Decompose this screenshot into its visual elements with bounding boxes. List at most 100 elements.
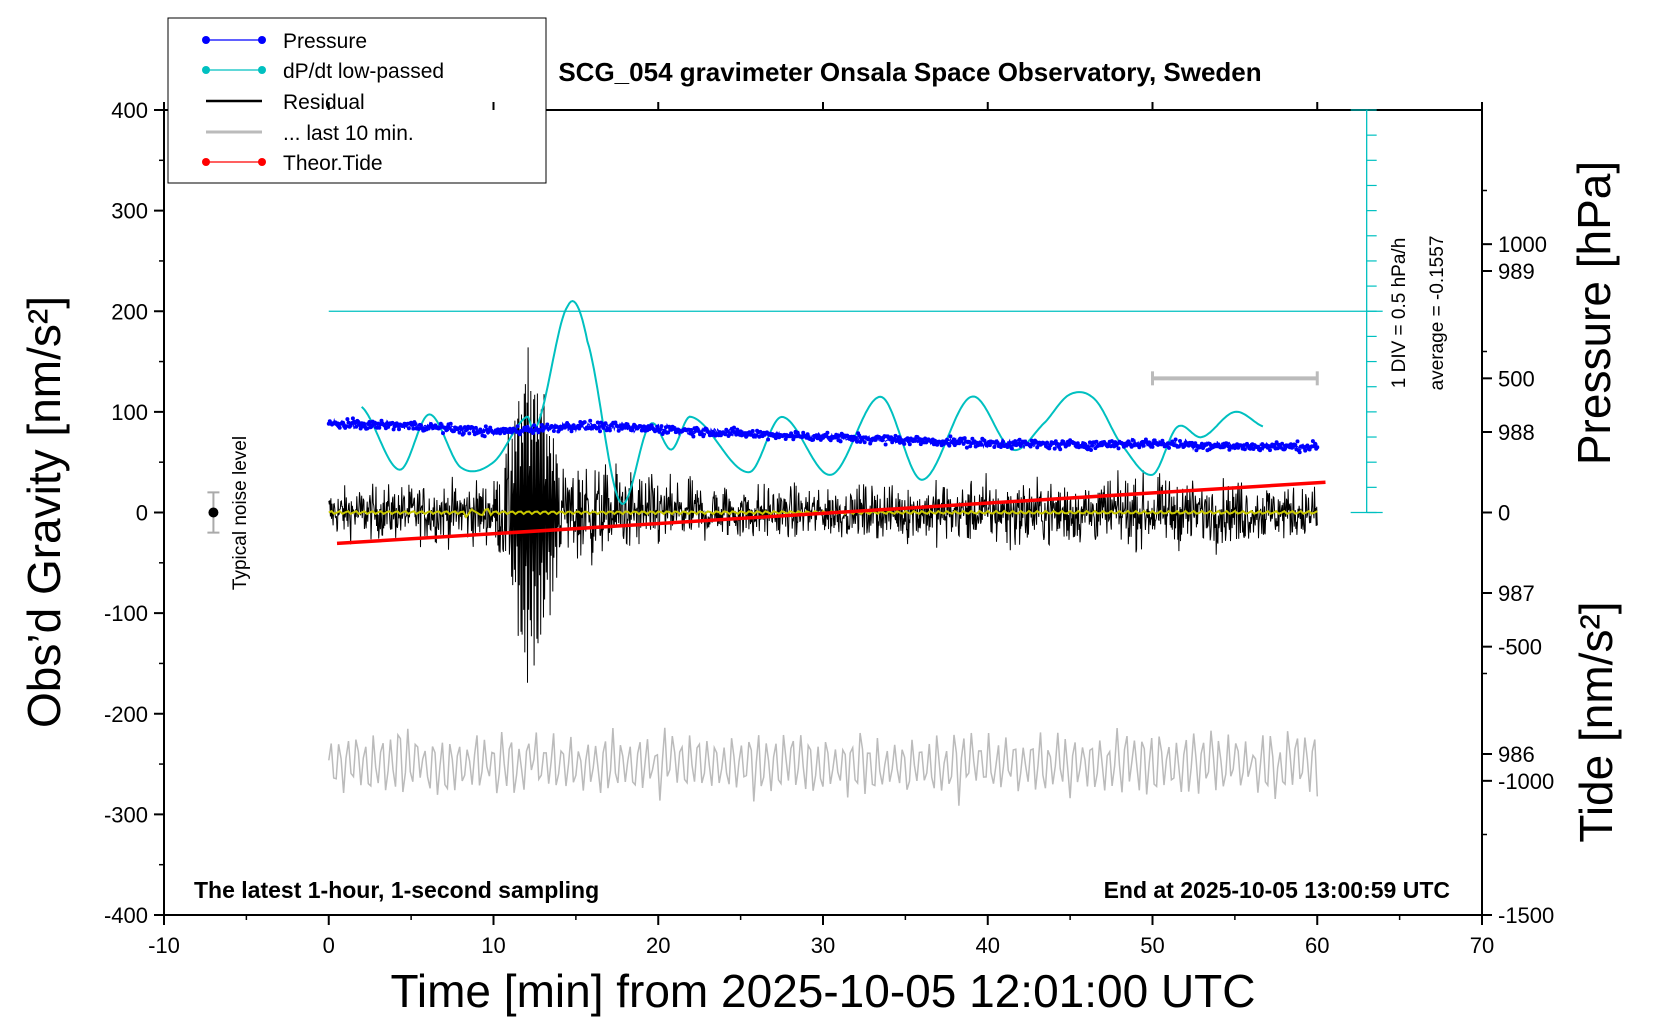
end-time-note: End at 2025-10-05 13:00:59 UTC [1104, 877, 1450, 903]
pressure-point [992, 445, 997, 449]
dpdt-average-label: average = -0.1557 [1427, 236, 1448, 391]
pressure-point [1190, 440, 1194, 445]
pressure-point [1305, 443, 1310, 448]
pressure-point [998, 445, 1003, 449]
pressure-point [354, 424, 359, 429]
pressure-point [410, 422, 415, 427]
pressure-point [411, 426, 416, 431]
pressure-point [945, 437, 950, 442]
pressure-point [569, 429, 574, 434]
y-tick-label: 200 [111, 299, 148, 324]
pressure-point [857, 433, 862, 438]
pressure-point [1173, 437, 1178, 442]
pressure-point [471, 429, 476, 434]
pressure-point [461, 431, 466, 436]
pressure-point [987, 443, 992, 448]
svg-text:Pressure: Pressure [283, 30, 367, 53]
pressure-point [1007, 440, 1012, 445]
y-tick-label: -200 [104, 702, 148, 727]
pressure-point [902, 441, 907, 446]
pressure-point [723, 432, 728, 437]
pressure-point [1083, 443, 1088, 448]
pressure-point [1045, 440, 1050, 445]
pressure-point [1047, 446, 1052, 451]
y-tick-label: -300 [104, 802, 148, 827]
pressure-point [1086, 445, 1091, 450]
tide-tick-label: 500 [1498, 366, 1535, 391]
pressure-point [1295, 439, 1300, 444]
legend-item-tide: Theor.Tide [202, 152, 383, 175]
pressure-point [913, 438, 918, 443]
pressure-point [470, 425, 475, 430]
pressure-point [933, 438, 937, 443]
y-tick-label: -100 [104, 601, 148, 626]
pressure-point [968, 444, 973, 449]
pressure-point [825, 430, 830, 435]
pressure-point [689, 428, 694, 432]
y-tick-label: 100 [111, 400, 148, 425]
pressure-point [452, 429, 456, 434]
pressure-point [1282, 447, 1287, 452]
dpdt-series-line [360, 300, 1264, 505]
pressure-tick-label: 986 [1498, 742, 1535, 767]
y-axis-title: Obs’d Gravity [nm/s²] [18, 296, 70, 728]
tide-tick-label: -500 [1498, 635, 1542, 660]
pressure-point [868, 441, 873, 446]
pressure-point [386, 424, 391, 429]
pressure-point [467, 431, 472, 436]
y-tick-label: -400 [104, 903, 148, 928]
pressure-point [754, 433, 758, 438]
pressure-point [783, 437, 788, 441]
x-tick-label: 40 [976, 933, 1000, 958]
pressure-point [801, 430, 806, 435]
pressure-tick-label: 989 [1498, 259, 1535, 284]
x-tick-label: 60 [1305, 933, 1329, 958]
pressure-point [1268, 448, 1272, 453]
y-tick-label: 300 [111, 199, 148, 224]
pressure-point [979, 442, 984, 447]
pressure-point [517, 432, 522, 437]
pressure-point [907, 442, 912, 447]
svg-text:dP/dt low-passed: dP/dt low-passed [283, 60, 444, 83]
pressure-point [816, 433, 821, 438]
pressure-point [1141, 443, 1146, 448]
pressure-point [344, 424, 349, 429]
pressure-point [1150, 444, 1155, 449]
pressure-point [598, 429, 602, 434]
pressure-point [481, 429, 486, 434]
pressure-point [691, 434, 696, 439]
pressure-point [805, 432, 810, 437]
pressure-point [551, 429, 556, 433]
pressure-point [659, 424, 664, 429]
pressure-point [1130, 438, 1135, 442]
pressure-point [337, 425, 342, 430]
pressure-axis-title: Pressure [hPa] [1568, 161, 1620, 465]
legend-item-last10: ... last 10 min. [206, 122, 414, 145]
pressure-point [413, 422, 418, 426]
pressure-point [1001, 439, 1006, 444]
pressure-point [962, 436, 967, 441]
x-tick-label: 20 [646, 933, 670, 958]
noise-level-label: Typical noise level [230, 436, 251, 590]
pressure-point [577, 426, 582, 431]
pressure-point [1193, 441, 1198, 446]
pressure-point [951, 437, 956, 442]
pressure-point [629, 428, 634, 433]
pressure-point [1035, 445, 1040, 450]
pressure-point [1028, 444, 1033, 449]
pressure-point [663, 425, 668, 430]
pressure-point [1272, 443, 1277, 447]
x-axis-title: Time [min] from 2025-10-05 12:01:00 UTC [391, 965, 1256, 1017]
pressure-tick-label: 988 [1498, 420, 1535, 445]
pressure-point [935, 442, 940, 447]
pressure-point [701, 434, 706, 439]
pressure-point [758, 429, 763, 434]
noise-point [208, 507, 219, 518]
pressure-point [607, 428, 612, 433]
pressure-point [1313, 441, 1318, 446]
pressure-point [365, 426, 370, 431]
pressure-point [893, 433, 898, 438]
x-tick-label: -10 [148, 933, 180, 958]
pressure-point [341, 420, 345, 425]
